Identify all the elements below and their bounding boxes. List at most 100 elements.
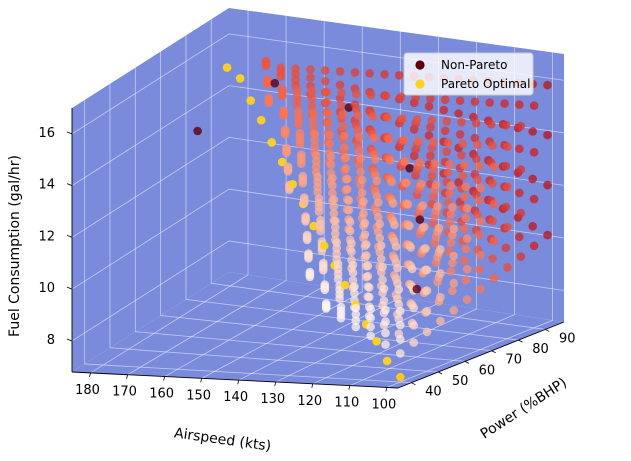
non-pareto-point: [261, 56, 271, 66]
non-pareto-point: [366, 331, 375, 341]
non-pareto-point: [422, 306, 432, 316]
non-pareto-point: [366, 322, 375, 332]
non-pareto-point: [489, 162, 499, 172]
non-pareto-point: [515, 232, 524, 242]
non-pareto-point: [424, 102, 434, 111]
non-pareto-point: [446, 238, 456, 248]
non-pareto-point: [488, 216, 497, 226]
non-pareto-point: [299, 193, 309, 202]
pareto-point: [340, 280, 350, 290]
non-pareto-point: [333, 259, 343, 269]
non-pareto-point: [448, 230, 457, 240]
x-tick-label: 120: [297, 394, 322, 409]
non-pareto-point: [305, 267, 315, 277]
non-pareto-point: [325, 130, 334, 140]
x-grid-line: [312, 41, 477, 385]
non-pareto-point: [442, 147, 452, 156]
pareto-point: [235, 74, 245, 83]
x-tick: [348, 385, 351, 390]
non-pareto-point: [326, 152, 336, 161]
non-pareto-point: [366, 313, 375, 323]
non-pareto-point: [462, 204, 472, 213]
non-pareto-point: [309, 122, 318, 131]
non-pareto-point: [310, 129, 320, 139]
non-pareto-point: [400, 157, 410, 166]
non-pareto-point: [476, 284, 485, 294]
non-pareto-point: [543, 80, 552, 90]
y-tick-label: 70: [505, 353, 522, 368]
non-pareto-point: [360, 230, 370, 239]
non-pareto-point: [488, 141, 497, 150]
non-pareto-point: [376, 254, 386, 264]
pareto-point: [372, 337, 381, 346]
y-grid-line: [185, 35, 519, 341]
non-pareto-point: [323, 109, 333, 118]
non-pareto-point: [461, 275, 471, 285]
non-pareto-point: [276, 63, 286, 72]
non-pareto-point: [366, 304, 375, 314]
tick-labels: 100 110 120 130 140 150 160 170 180 40 50 60 70 80 90 8…: [38, 126, 575, 413]
y-tick: [411, 382, 416, 386]
non-pareto-point: [391, 242, 401, 251]
non-pareto-point: [322, 97, 332, 107]
non-pareto-point: [443, 138, 453, 148]
non-pareto-point: [378, 275, 387, 285]
non-pareto-point: [460, 256, 469, 265]
non-pareto-point: [363, 261, 373, 271]
non-pareto-point: [476, 183, 485, 193]
y-grid-line: [160, 51, 492, 352]
z-tick: [66, 183, 73, 187]
z-tick-label: 10: [38, 281, 55, 296]
y-tick-label: 50: [452, 374, 469, 389]
non-pareto-point: [426, 122, 435, 132]
non-pareto-point: [457, 151, 466, 160]
non-pareto-point: [448, 258, 457, 268]
non-pareto-point: [474, 230, 484, 240]
non-pareto-point: [342, 184, 352, 194]
y-tick-label: 60: [479, 363, 496, 378]
y-grid-line: [134, 67, 465, 362]
non-pareto-point: [340, 143, 349, 152]
pareto-point: [267, 138, 277, 147]
non-pareto-point: [426, 94, 435, 104]
non-pareto-point: [439, 105, 449, 115]
non-pareto-point: [399, 135, 408, 145]
x-axis-title: Airspeed (kts): [173, 425, 272, 454]
non-pareto-point: [337, 101, 346, 110]
non-pareto-point: [307, 86, 317, 96]
z-tick: [66, 286, 73, 290]
non-pareto-point: [301, 212, 310, 221]
non-pareto-point: [415, 158, 425, 167]
x-grid-line: [349, 47, 515, 387]
x-tick: [385, 387, 388, 392]
non-pareto-point: [422, 286, 432, 295]
non-pareto-point: [351, 310, 361, 319]
non-pareto-point: [311, 151, 321, 160]
non-pareto-point: [474, 196, 484, 205]
x-tick: [311, 383, 314, 388]
z-tick: [66, 338, 73, 342]
x-tick-label: 130: [260, 392, 285, 407]
non-pareto-point: [501, 120, 511, 130]
non-pareto-point: [282, 143, 291, 153]
non-pareto-point: [528, 127, 537, 136]
non-pareto-point: [476, 217, 485, 226]
non-pareto-point: [363, 271, 373, 281]
non-pareto-point: [362, 251, 371, 260]
axis-lines: [71, 108, 565, 389]
non-pareto-point: [443, 168, 453, 177]
non-pareto-point: [383, 113, 392, 122]
non-pareto-point: [366, 90, 376, 100]
non-pareto-point: [470, 97, 480, 106]
non-pareto-point: [462, 264, 472, 274]
non-pareto-point: [421, 244, 430, 253]
non-pareto-point: [543, 180, 552, 190]
non-pareto-point: [384, 134, 394, 144]
non-pareto-point: [353, 111, 363, 120]
non-pareto-point: [488, 254, 497, 263]
legend-marker-non-pareto: [415, 60, 425, 70]
non-pareto-point: [529, 194, 539, 204]
non-pareto-point: [528, 174, 537, 184]
non-pareto-point: [394, 285, 404, 294]
non-pareto-point: [462, 234, 472, 243]
